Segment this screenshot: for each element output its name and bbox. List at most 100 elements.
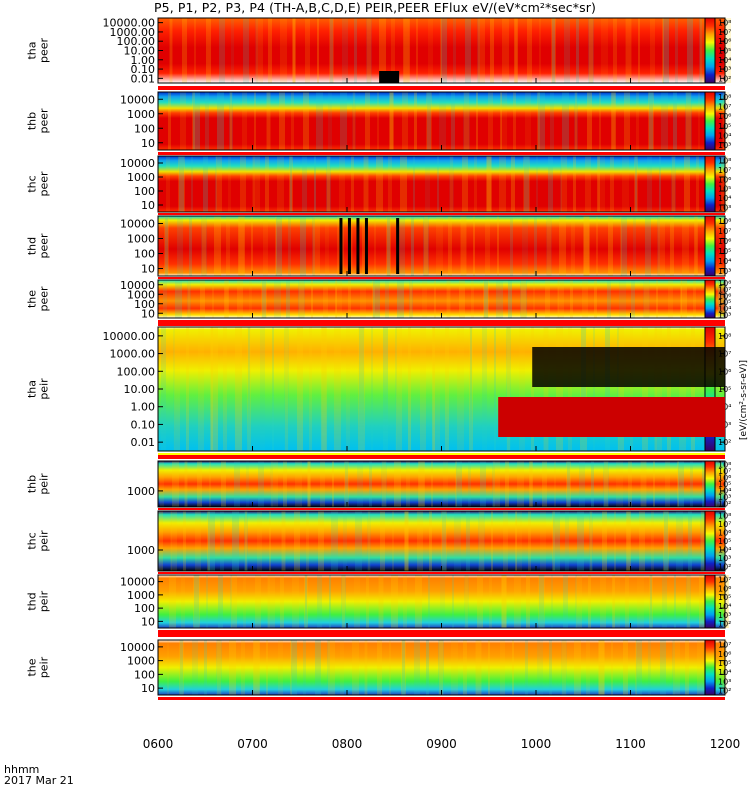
spectrogram-texture [691,327,695,451]
spectrogram-texture [513,92,516,150]
spectrogram-texture [582,280,588,318]
spectrogram-texture [280,575,284,628]
colorbar-tick-label: 10⁸ [718,217,731,226]
spectrogram-texture [246,461,249,507]
spectrogram-texture [366,575,369,628]
spectrogram-texture [226,216,230,276]
spectrogram-texture [183,511,186,571]
spectrogram-texture [634,156,638,212]
spectrogram-texture [328,640,335,695]
spectrogram-texture [252,156,255,212]
spectrogram-texture [586,640,590,695]
colorbar [704,574,716,629]
spectrogram-texture [701,511,706,571]
spectrogram-texture [221,461,226,507]
spectrogram-texture [217,92,224,150]
spectrogram-texture [480,461,486,507]
colorbar-tick-label: 10⁶ [718,175,731,184]
spectrogram-texture [182,18,187,83]
spectrogram-texture [235,327,242,451]
spectrogram-texture [488,92,493,150]
spectrogram-texture [662,575,667,628]
spectrogram-texture [316,92,323,150]
y-axis-label: thapeir [26,378,51,400]
spectrogram-texture [665,461,670,507]
spectrogram-texture [598,640,605,695]
spectrogram-texture [619,280,626,318]
spectrogram-texture [551,575,553,628]
spectrogram-texture [682,216,689,276]
spectrogram-texture [439,640,443,695]
y-tick-label: 1.00 [131,54,156,67]
spectrogram-texture [452,575,454,628]
spectrogram-texture [661,92,668,150]
spectrogram-texture [618,327,624,451]
colorbar-tick-label: 10⁴ [718,668,731,677]
spectrogram-texture [339,156,345,212]
y-tick-label: 0.10 [131,418,156,431]
y-tick-label: 100.00 [117,365,156,378]
spectrogram-texture [441,18,447,83]
spectrogram-texture [362,216,367,276]
spectrogram-texture [442,511,446,571]
spectrogram-texture [365,640,367,695]
spectrogram-texture [492,461,495,507]
spectrogram-texture [551,18,556,83]
spectrogram-fill [158,575,725,628]
spectrogram-texture [397,280,404,318]
panel-thb-peir: 1000thbpeir10²10³10⁴10⁵10⁶10⁷10⁸ [26,460,732,508]
spectrogram-texture [195,511,201,571]
spectrogram-texture [483,280,489,318]
spectrogram-texture [574,640,581,695]
spectrogram-texture [416,18,418,83]
spectrogram-texture [455,461,457,507]
spectrogram-texture [441,511,447,571]
spectrogram-texture [181,575,185,628]
colorbar-tick-label: 10⁵ [718,185,731,194]
colorbar-units-label: [eV/(cm²-s-sr-eV)] [739,360,749,440]
spectrogram-texture [189,216,192,276]
spectrogram-texture [576,18,579,83]
spectrogram-texture [194,18,196,83]
spectrogram-texture [400,156,407,212]
spectrogram-texture [382,461,386,507]
spectrogram-texture [675,18,678,83]
colorbar-tick-label: 10⁴ [718,132,731,141]
data-gap-spike [364,218,368,274]
spectrogram-texture [605,327,610,451]
spectrogram-texture [649,575,653,628]
spectrogram-texture [673,640,680,695]
spectrogram-texture [668,280,673,318]
y-axis-label-line: peir [38,656,51,678]
spectrogram-texture [640,461,647,507]
spectrogram-texture [211,327,218,451]
spectrogram-texture [497,216,499,276]
x-tick-label: 0900 [426,737,457,751]
spectrogram-texture [620,216,622,276]
spectrogram-texture [617,327,619,451]
spectrogram-texture [389,92,394,150]
spectrogram-texture [549,640,552,695]
y-axis-label: thepeir [26,656,51,678]
data-gap-region [532,347,725,387]
spectrogram-texture [354,575,360,628]
spectrogram-texture [570,280,573,318]
y-axis-label-line: peer [38,38,51,64]
spectrogram-texture [317,18,319,83]
spectrogram-fill [158,280,725,318]
spectrogram-texture [385,280,389,318]
spectrogram-texture [267,92,270,150]
spectrogram-texture [453,18,456,83]
colorbar [704,91,716,151]
spectrogram-texture [371,327,373,451]
spectrogram-texture [438,640,444,695]
spectrogram-texture [500,92,502,150]
spectrogram-texture [348,280,351,318]
spectrogram-texture [332,461,334,507]
spectrogram-texture [173,327,175,451]
spectrogram-texture [413,156,415,212]
spectrogram-texture [372,280,375,318]
spectrogram-texture [603,461,609,507]
spectrogram-texture [566,461,571,507]
spectrogram-texture [249,280,252,318]
